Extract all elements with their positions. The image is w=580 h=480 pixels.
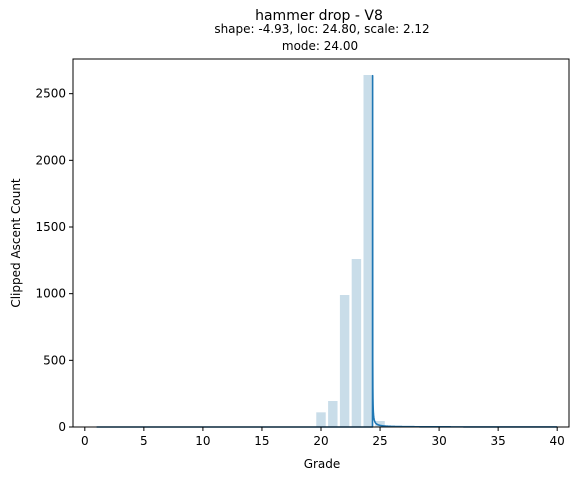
- x-tick-label: 10: [195, 434, 210, 448]
- y-axis-ticks: 0 500 1000 1500 2000 2500: [35, 87, 73, 434]
- x-tick-label: 35: [491, 434, 506, 448]
- bars-layer: [316, 75, 385, 427]
- x-axis-label: Grade: [304, 457, 341, 471]
- x-tick-label: 5: [140, 434, 148, 448]
- y-tick-label: 1000: [35, 287, 66, 301]
- y-tick-label: 1500: [35, 220, 66, 234]
- chart-subtitle-line-1: shape: -4.93, loc: 24.80, scale: 2.12: [214, 22, 429, 36]
- fit-curve-layer: [95, 74, 558, 428]
- bar: [363, 75, 373, 427]
- bar: [351, 259, 362, 427]
- x-tick-label: 0: [81, 434, 89, 448]
- x-tick-label: 20: [313, 434, 328, 448]
- bar: [375, 421, 385, 427]
- x-tick-label: 15: [254, 434, 269, 448]
- x-tick-label: 30: [431, 434, 446, 448]
- y-tick-label: 2500: [35, 87, 66, 101]
- bar: [328, 401, 338, 427]
- x-tick-label: 40: [550, 434, 565, 448]
- y-tick-label: 2000: [35, 153, 66, 167]
- chart-title: hammer drop - V8: [255, 8, 383, 24]
- bar: [339, 295, 350, 427]
- plot-frame: [72, 58, 570, 428]
- bar: [316, 412, 326, 427]
- x-axis-ticks: 0 5 10 15 20 25 30 35 40: [81, 427, 565, 448]
- chart-subtitle-line-2: mode: 24.00: [282, 39, 358, 53]
- x-tick-label: 25: [372, 434, 387, 448]
- y-tick-label: 500: [43, 353, 66, 367]
- y-axis-label: Clipped Ascent Count: [9, 178, 23, 308]
- y-tick-label: 0: [58, 420, 66, 434]
- fit-curve-line: [95, 74, 558, 428]
